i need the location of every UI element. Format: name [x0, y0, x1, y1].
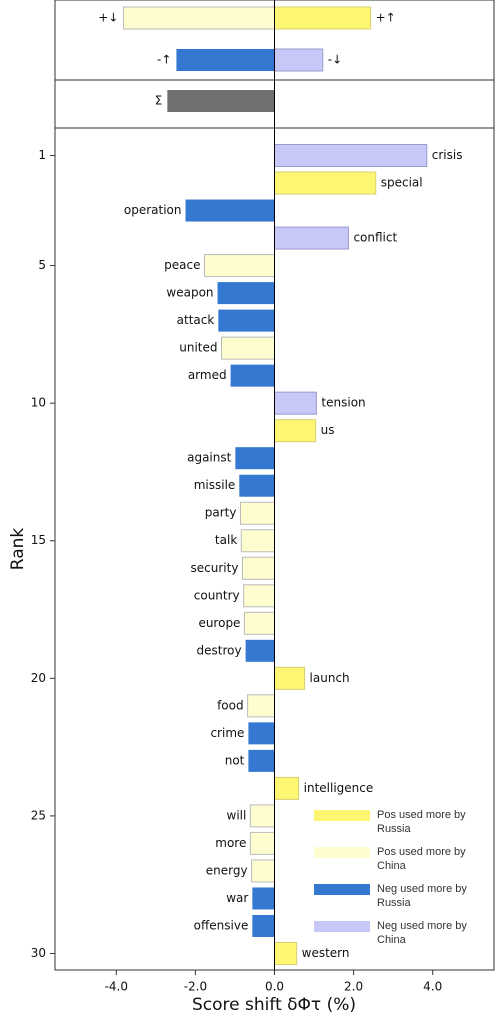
word-label: country: [194, 588, 240, 602]
summary-label: -↓: [328, 53, 342, 67]
legend-swatch: [314, 921, 370, 932]
x-axis-label: Score shift δΦτ (%): [192, 995, 356, 1015]
bar: [248, 749, 275, 772]
y-tick-label: 5: [38, 258, 46, 272]
word-label: offensive: [194, 918, 249, 932]
bar: [217, 282, 275, 305]
word-label: energy: [206, 863, 248, 877]
bar: [241, 556, 275, 580]
bar: [239, 501, 275, 525]
bar: [185, 199, 275, 222]
word-label: western: [302, 946, 350, 960]
x-tick-label: 4.0: [423, 980, 442, 994]
bar: [274, 48, 324, 72]
bar: [274, 226, 349, 250]
bar: [274, 419, 317, 443]
bar: [247, 694, 276, 718]
word-label: party: [205, 506, 237, 520]
x-tick-label: -2.0: [184, 980, 207, 994]
bar: [240, 529, 276, 553]
y-tick-label: 20: [31, 671, 46, 685]
bar: [274, 6, 372, 30]
word-label: weapon: [166, 286, 213, 300]
legend-item: Pos used more by China: [314, 845, 489, 882]
legend-swatch: [314, 810, 370, 821]
bar: [176, 49, 275, 71]
word-label: will: [227, 808, 247, 822]
y-tick-label: 30: [31, 946, 46, 960]
bar: [122, 6, 276, 30]
word-label: launch: [310, 671, 350, 685]
bar: [203, 254, 275, 278]
word-label: crime: [210, 726, 244, 740]
x-tick-label: 2.0: [344, 980, 363, 994]
bar: [252, 887, 275, 910]
legend-label: Pos used more by China: [377, 846, 466, 872]
bar: [239, 474, 275, 497]
summary-label: +↑: [376, 11, 396, 25]
word-label: crisis: [432, 148, 463, 162]
legend-item: Neg used more by Russia: [314, 882, 489, 919]
legend-label: Neg used more by China: [377, 920, 467, 946]
word-label: operation: [124, 203, 182, 217]
bar: [167, 90, 275, 112]
word-label: war: [226, 891, 248, 905]
y-tick-label: 15: [31, 533, 46, 547]
bar: [243, 611, 275, 635]
word-label: tension: [321, 396, 365, 410]
bar: [248, 722, 275, 745]
bar: [249, 804, 275, 828]
word-label: europe: [198, 616, 240, 630]
word-label: more: [215, 836, 246, 850]
word-label: food: [217, 698, 244, 712]
legend: Pos used more by Russia Pos used more by …: [314, 808, 489, 956]
legend-swatch: [314, 847, 370, 858]
bar: [251, 859, 276, 883]
y-tick-label: 1: [38, 148, 46, 162]
legend-item: Pos used more by Russia: [314, 808, 489, 845]
bar: [274, 144, 428, 168]
legend-item: Neg used more by China: [314, 919, 489, 956]
bar: [274, 776, 300, 800]
bar: [274, 391, 317, 415]
total-label: Σ: [155, 94, 163, 108]
y-tick-label: 10: [31, 396, 46, 410]
word-label: talk: [215, 533, 237, 547]
legend-swatch: [314, 884, 370, 895]
word-label: not: [225, 753, 245, 767]
word-label: intelligence: [304, 781, 374, 795]
bar: [235, 447, 275, 470]
legend-label: Neg used more by Russia: [377, 883, 467, 909]
word-label: against: [187, 451, 232, 465]
word-label: united: [179, 341, 217, 355]
summary-label: -↑: [157, 53, 171, 67]
word-label: conflict: [353, 231, 397, 245]
word-label: us: [321, 423, 335, 437]
bar: [230, 364, 275, 387]
bar: [245, 639, 275, 662]
word-label: armed: [188, 368, 227, 382]
bar: [274, 941, 298, 965]
bar: [274, 171, 377, 195]
word-label: destroy: [197, 643, 242, 657]
bar: [249, 831, 275, 855]
bar: [274, 666, 306, 690]
word-label: peace: [164, 258, 200, 272]
y-tick-label: 25: [31, 808, 46, 822]
word-label: attack: [177, 313, 215, 327]
bar: [243, 584, 275, 608]
bar: [218, 309, 275, 332]
word-label: missile: [194, 478, 236, 492]
x-tick-label: 0.0: [265, 980, 284, 994]
y-axis-label: Rank: [8, 528, 28, 571]
word-label: security: [191, 561, 239, 575]
bar: [221, 336, 275, 360]
bar: [252, 914, 275, 937]
legend-label: Pos used more by Russia: [377, 809, 466, 835]
word-label: special: [381, 176, 423, 190]
x-tick-label: -4.0: [105, 980, 128, 994]
summary-label: +↓: [98, 11, 118, 25]
